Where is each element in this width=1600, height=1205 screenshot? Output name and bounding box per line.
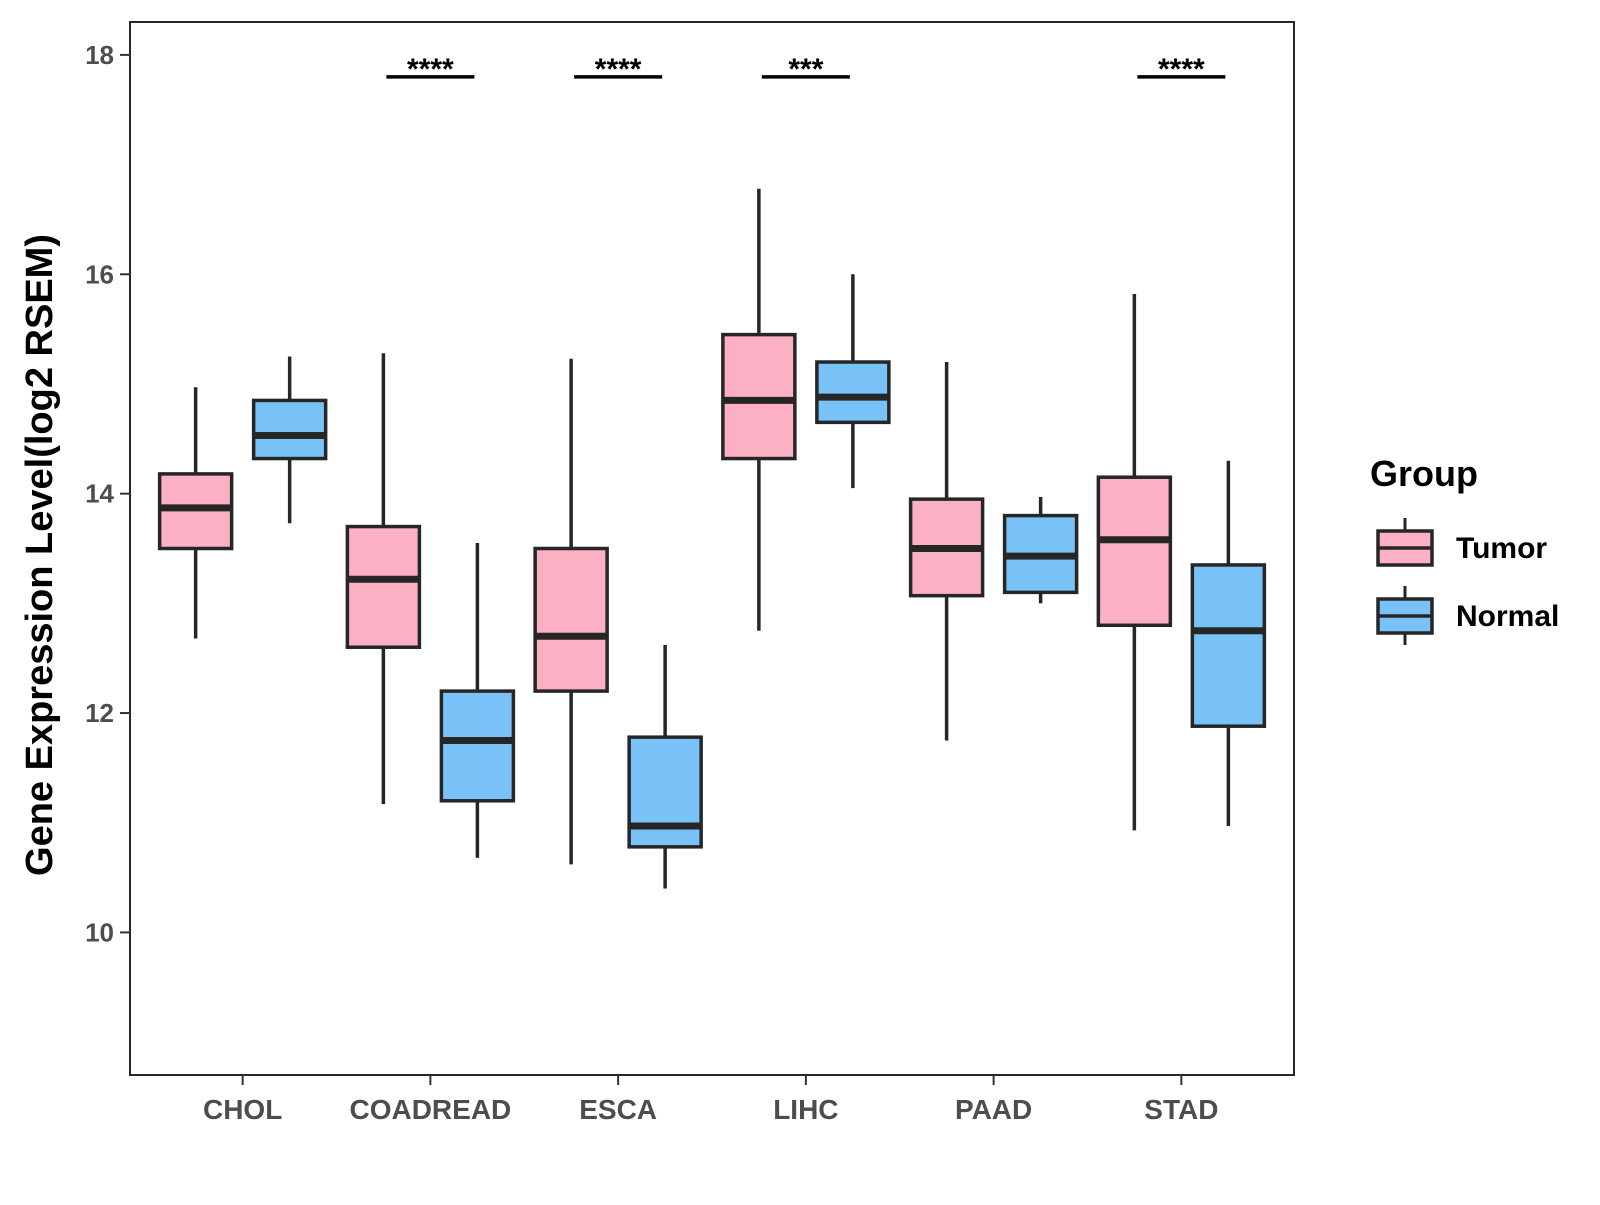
y-tick-label: 14 (85, 479, 114, 509)
box-body (251, 398, 328, 461)
box-tumor-chol (157, 387, 234, 639)
y-tick-label: 12 (85, 698, 114, 728)
legend-title: Group (1370, 453, 1478, 494)
box-normal-coadread (439, 543, 516, 858)
box-normal-paad (1002, 496, 1079, 604)
box-body (1190, 563, 1267, 728)
box-normal-esca (627, 645, 703, 889)
box-body (627, 735, 703, 849)
significance-label: **** (1158, 53, 1205, 86)
box-body (533, 546, 609, 693)
y-tick-label: 10 (85, 917, 114, 947)
legend-label-tumor: Tumor (1456, 532, 1547, 565)
y-tick-label: 16 (85, 259, 114, 289)
y-axis-label: Gene Expression Level(log2 RSEM) (19, 234, 61, 876)
y-tick-label: 18 (85, 40, 114, 70)
legend: Group Tumor Normal (1370, 453, 1559, 645)
legend-label-normal: Normal (1456, 600, 1559, 633)
box-tumor-paad (908, 362, 985, 741)
significance-label: *** (788, 53, 823, 86)
box-body (439, 689, 516, 803)
box-normal-chol (251, 356, 328, 524)
significance-label: **** (407, 53, 454, 86)
x-tick-label: COADREAD (349, 1094, 511, 1125)
legend-key-tumor: Tumor (1376, 518, 1547, 567)
x-tick-label: PAAD (955, 1094, 1032, 1125)
box-tumor-esca (533, 358, 609, 865)
box-tumor-lihc (721, 188, 797, 631)
box-body (1096, 475, 1173, 628)
x-tick-label: ESCA (579, 1094, 657, 1125)
legend-key-normal: Normal (1376, 586, 1559, 645)
box-normal-lihc (815, 274, 891, 489)
box-body (815, 360, 891, 425)
box-normal-stad (1190, 460, 1267, 827)
box-body (345, 524, 422, 649)
x-tick-label: STAD (1144, 1094, 1218, 1125)
box-body (721, 332, 797, 461)
plot-panel-border (129, 21, 1295, 1076)
x-tick-label: CHOL (203, 1094, 282, 1125)
box-tumor-stad (1096, 294, 1173, 831)
x-tick-label: LIHC (773, 1094, 838, 1125)
box-tumor-coadread (345, 353, 422, 805)
significance-label: **** (595, 53, 642, 86)
